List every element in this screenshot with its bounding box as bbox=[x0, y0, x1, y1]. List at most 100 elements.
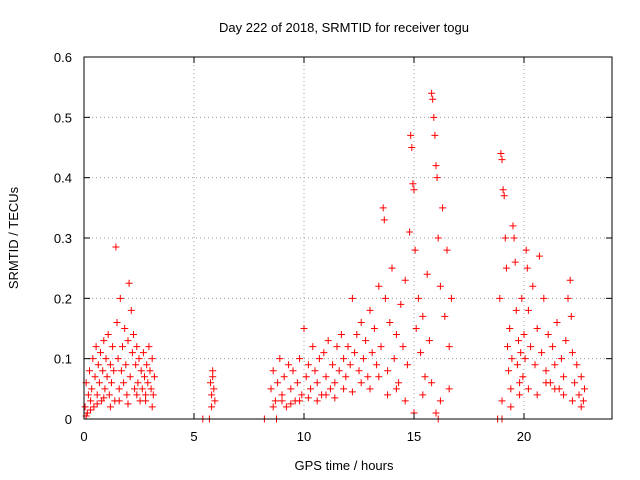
data-point bbox=[434, 234, 442, 242]
data-point bbox=[282, 403, 290, 411]
y-tick-label: 0.2 bbox=[54, 291, 72, 306]
data-point bbox=[403, 361, 411, 369]
data-point bbox=[522, 246, 530, 254]
data-point bbox=[116, 294, 124, 302]
data-point bbox=[573, 361, 581, 369]
data-point bbox=[106, 361, 114, 369]
data-point bbox=[296, 355, 304, 363]
data-point bbox=[410, 186, 418, 194]
data-point bbox=[499, 186, 507, 194]
y-tick-label: 0.3 bbox=[54, 231, 72, 246]
data-point bbox=[320, 349, 328, 357]
data-point bbox=[120, 379, 128, 387]
y-tick-label: 0.1 bbox=[54, 352, 72, 367]
data-point bbox=[419, 391, 427, 399]
data-point bbox=[87, 397, 95, 405]
data-point bbox=[384, 391, 392, 399]
data-point bbox=[562, 337, 570, 345]
data-point bbox=[124, 337, 132, 345]
data-point bbox=[535, 252, 543, 260]
data-point bbox=[497, 150, 505, 158]
data-point bbox=[112, 243, 120, 251]
data-point bbox=[518, 294, 526, 302]
data-point bbox=[315, 355, 323, 363]
data-point bbox=[351, 349, 359, 357]
data-point bbox=[207, 379, 214, 387]
data-point bbox=[370, 325, 378, 332]
data-point bbox=[447, 294, 455, 302]
data-point bbox=[92, 343, 100, 351]
data-point bbox=[388, 264, 396, 272]
data-point bbox=[324, 337, 332, 345]
data-point bbox=[362, 337, 370, 345]
data-point bbox=[108, 379, 115, 387]
data-point bbox=[557, 355, 565, 363]
data-point bbox=[533, 325, 541, 332]
data-point bbox=[132, 361, 140, 369]
data-point bbox=[335, 367, 343, 375]
data-point bbox=[524, 385, 532, 393]
data-point bbox=[340, 385, 348, 393]
data-point bbox=[326, 385, 334, 393]
data-point bbox=[412, 325, 420, 332]
data-point bbox=[375, 373, 383, 381]
data-point bbox=[138, 385, 146, 393]
data-point bbox=[302, 373, 310, 381]
data-point bbox=[381, 294, 389, 302]
data-point bbox=[135, 355, 143, 363]
data-point bbox=[581, 385, 588, 393]
x-axis-label: GPS time / hours bbox=[295, 458, 394, 473]
data-point bbox=[125, 279, 133, 287]
data-point bbox=[542, 367, 550, 375]
x-tick-label: 5 bbox=[190, 429, 197, 444]
data-point bbox=[392, 385, 400, 393]
data-point bbox=[423, 270, 431, 278]
data-point bbox=[115, 397, 123, 405]
data-point bbox=[100, 337, 108, 345]
axis-ticks: 0 0.1 0.2 0.3 0.4 0.5 0.6 0 5 10 15 20 bbox=[54, 50, 612, 444]
data-point bbox=[439, 204, 447, 212]
data-point bbox=[208, 391, 216, 399]
data-point bbox=[401, 276, 409, 284]
data-point bbox=[342, 373, 350, 381]
data-point bbox=[329, 361, 337, 369]
x-tick-label: 10 bbox=[297, 429, 311, 444]
data-point bbox=[148, 403, 156, 411]
data-point bbox=[568, 349, 576, 357]
data-point bbox=[86, 367, 93, 375]
y-tick-label: 0.4 bbox=[54, 171, 72, 186]
data-point bbox=[313, 397, 321, 405]
data-point bbox=[99, 367, 107, 375]
data-point bbox=[115, 385, 123, 393]
data-point bbox=[430, 113, 438, 121]
data-point bbox=[106, 403, 114, 411]
data-point bbox=[368, 349, 376, 357]
data-point bbox=[507, 403, 515, 411]
data-point bbox=[344, 343, 352, 351]
data-point bbox=[95, 379, 103, 387]
data-point bbox=[90, 403, 98, 411]
data-point bbox=[531, 361, 539, 369]
data-point bbox=[523, 264, 531, 272]
data-point bbox=[366, 306, 374, 314]
data-point bbox=[91, 373, 99, 381]
data-point bbox=[304, 394, 312, 402]
data-point bbox=[149, 391, 157, 399]
data-point bbox=[130, 331, 137, 339]
data-point bbox=[127, 306, 135, 314]
data-point bbox=[331, 394, 339, 402]
data-point bbox=[322, 391, 330, 399]
data-point bbox=[146, 367, 154, 375]
data-point bbox=[209, 367, 217, 375]
data-point bbox=[498, 397, 506, 405]
data-point bbox=[119, 343, 126, 351]
data-point bbox=[517, 349, 525, 357]
data-point bbox=[428, 379, 436, 387]
data-point bbox=[498, 156, 506, 164]
data-point bbox=[101, 385, 109, 393]
data-point bbox=[105, 391, 113, 399]
data-point bbox=[500, 192, 508, 200]
data-point bbox=[97, 349, 104, 357]
data-point bbox=[141, 373, 148, 381]
